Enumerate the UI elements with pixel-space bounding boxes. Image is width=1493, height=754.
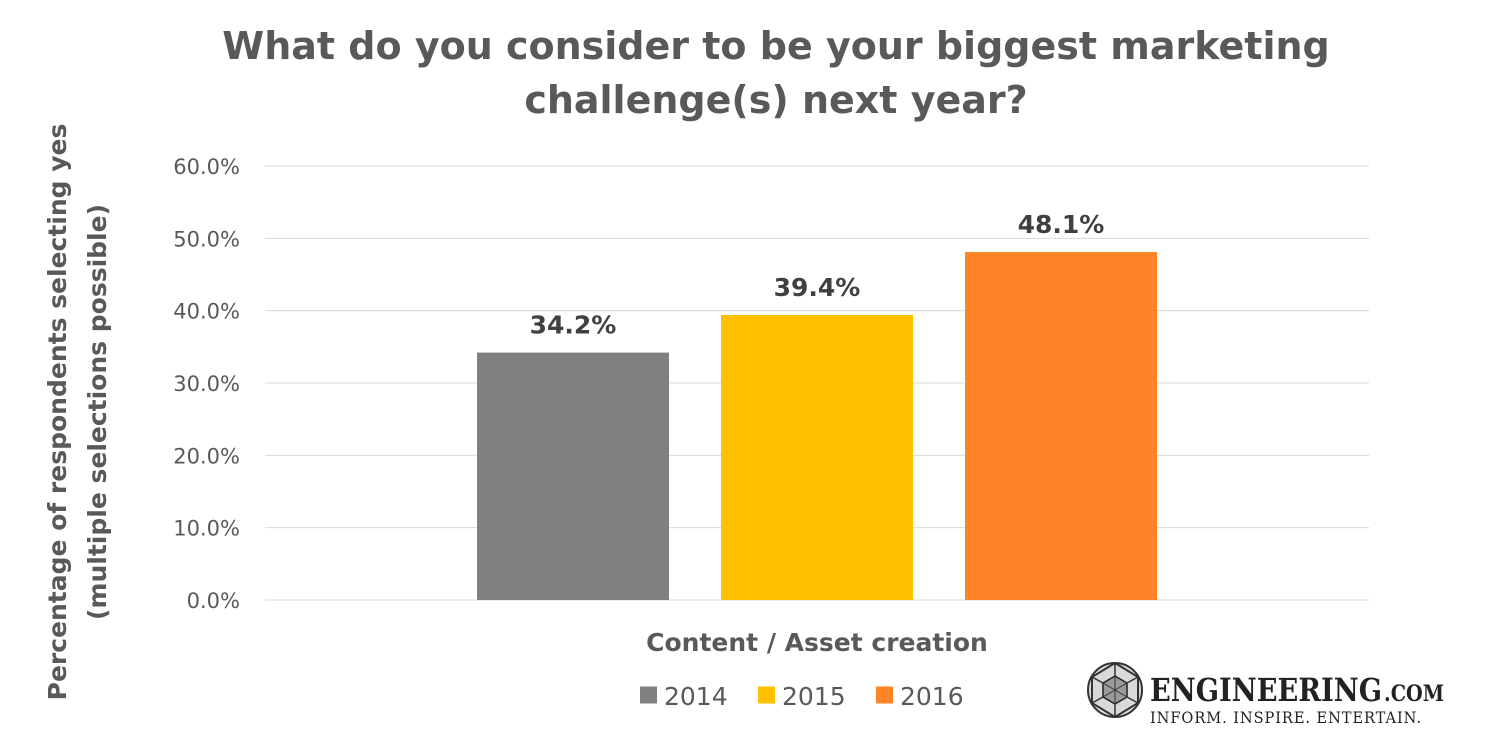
x-axis-label: Content / Asset creation bbox=[646, 628, 988, 657]
legend-label-2015: 2015 bbox=[782, 682, 846, 711]
bar-2016 bbox=[965, 252, 1157, 600]
y-axis-label-line-1: Percentage of respondents selecting yes bbox=[43, 124, 72, 701]
bars bbox=[477, 252, 1157, 600]
data-label-2014: 34.2% bbox=[530, 311, 617, 340]
y-tick-label: 10.0% bbox=[173, 517, 240, 541]
logo-name: ENGINEERING bbox=[1150, 671, 1382, 709]
legend-label-2016: 2016 bbox=[900, 682, 964, 711]
y-tick-label: 60.0% bbox=[173, 155, 240, 179]
chart-title-line-1: What do you consider to be your biggest … bbox=[222, 24, 1329, 68]
y-axis-label-line-2: (multiple selections possible) bbox=[83, 204, 112, 620]
data-label-2015: 39.4% bbox=[774, 273, 861, 302]
y-tick-label: 40.0% bbox=[173, 300, 240, 324]
geodesic-sphere-icon bbox=[1087, 661, 1143, 719]
bar-2015 bbox=[721, 315, 913, 600]
legend-swatch-2014 bbox=[640, 686, 657, 704]
y-tick-label: 20.0% bbox=[173, 444, 240, 468]
legend-swatch-2016 bbox=[876, 686, 893, 704]
logo-suffix: .COM bbox=[1384, 681, 1444, 707]
data-label-2016: 48.1% bbox=[1018, 210, 1105, 239]
chart-title: What do you consider to be your biggest … bbox=[222, 24, 1329, 122]
y-tick-label: 0.0% bbox=[187, 589, 240, 613]
engineering-logo: ENGINEERING .COM INFORM. INSPIRE. ENTERT… bbox=[1087, 661, 1444, 727]
y-axis-label: Percentage of respondents selecting yes … bbox=[43, 124, 112, 701]
bar-2014 bbox=[477, 352, 669, 600]
y-tick-label: 50.0% bbox=[173, 227, 240, 251]
data-labels: 34.2% 39.4% 48.1% bbox=[530, 210, 1105, 340]
logo-tagline: INFORM. INSPIRE. ENTERTAIN. bbox=[1150, 708, 1422, 727]
chart-title-line-2: challenge(s) next year? bbox=[524, 78, 1027, 122]
legend-swatch-2015 bbox=[758, 686, 775, 704]
y-tick-label: 30.0% bbox=[173, 372, 240, 396]
legend-label-2014: 2014 bbox=[664, 682, 728, 711]
y-axis-ticks: 0.0% 10.0% 20.0% 30.0% 40.0% 50.0% 60.0% bbox=[173, 155, 240, 613]
legend: 2014 2015 2016 bbox=[640, 682, 964, 711]
